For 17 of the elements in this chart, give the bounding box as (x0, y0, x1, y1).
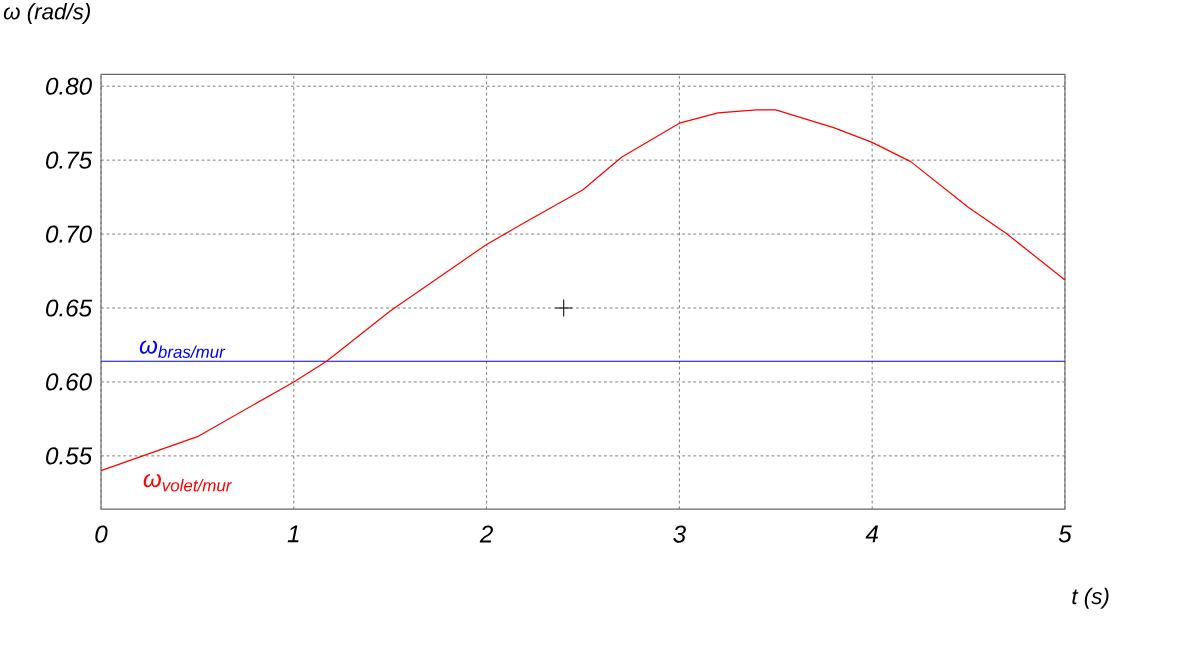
line-series (100, 109, 1066, 472)
y-tick-label: 0.55 (46, 447, 93, 465)
x-tick-label: 5 (1058, 525, 1072, 543)
y-tick-label: 0.70 (46, 225, 92, 243)
x-tick-label: 3 (673, 525, 686, 543)
x-tick-label: 0 (95, 525, 108, 543)
y-tick-label: 0.65 (46, 299, 93, 317)
y-tick-label: 0.80 (46, 77, 92, 95)
x-tick-label: 1 (287, 525, 299, 543)
series-label: ω$_{bras/mur}$ (139, 340, 226, 359)
y-axis-title: ω (rad/s) (3, 3, 90, 25)
x-tick-label: 4 (865, 525, 878, 543)
y-tick-label: 0.60 (46, 373, 92, 391)
x-axis-title: t (s) (1072, 587, 1109, 609)
series-label: ω$_{volet/mur}$ (143, 474, 233, 492)
x-tick-label: 2 (479, 525, 493, 543)
y-tick-label: 0.75 (46, 151, 93, 169)
